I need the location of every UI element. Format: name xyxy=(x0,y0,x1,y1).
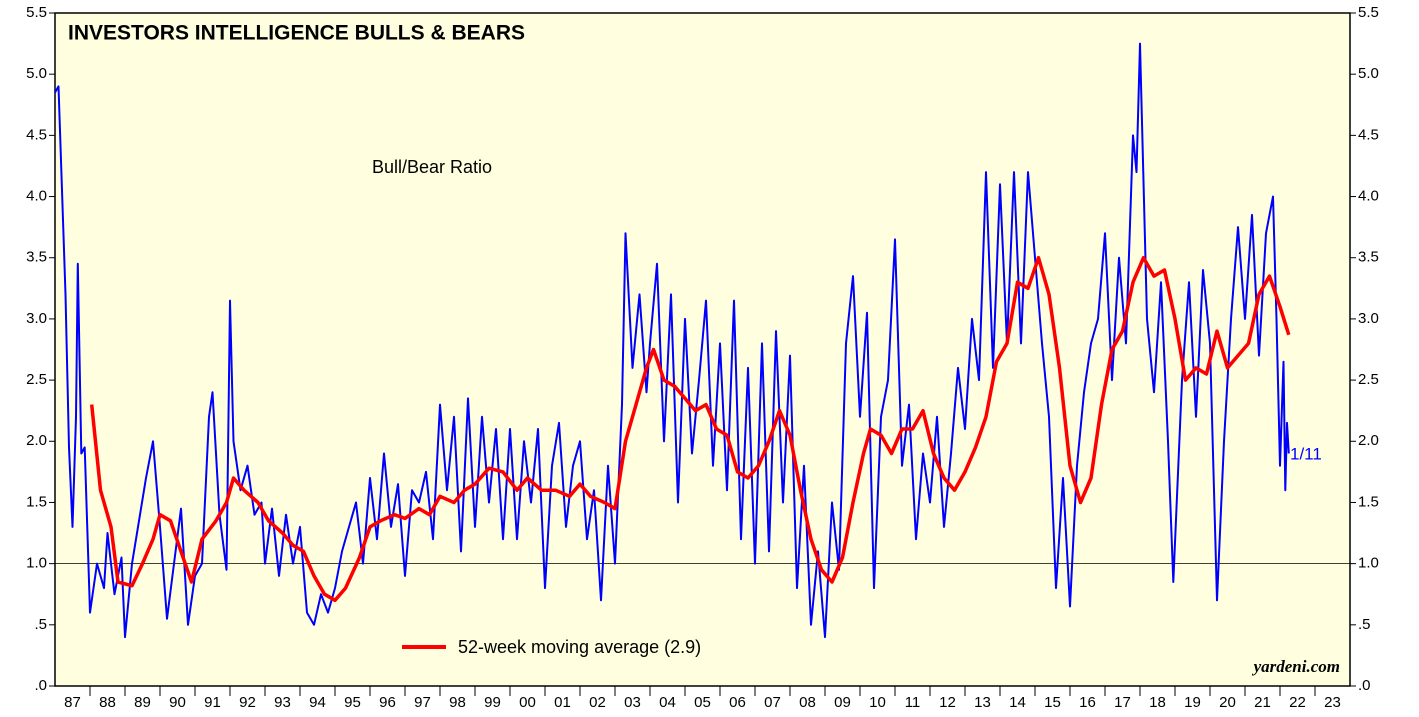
x-tick-label: 02 xyxy=(589,694,606,711)
x-tick-label: 04 xyxy=(659,694,676,711)
y-tick-label: .0 xyxy=(34,677,47,694)
x-tick-label: 92 xyxy=(239,694,256,711)
x-tick-label: 13 xyxy=(974,694,991,711)
x-tick-label: 00 xyxy=(519,694,536,711)
x-tick-label: 90 xyxy=(169,694,186,711)
y-tick-label: 1.0 xyxy=(26,555,47,572)
y2-tick-label: 5.5 xyxy=(1358,4,1379,21)
x-tick-label: 12 xyxy=(939,694,956,711)
moving-average-line xyxy=(89,255,1291,603)
x-tick-label: 89 xyxy=(134,694,151,711)
x-tick-label: 96 xyxy=(379,694,396,711)
y2-tick-label: 1.5 xyxy=(1358,493,1379,510)
x-tick-label: 01 xyxy=(554,694,571,711)
y-tick-label: 3.5 xyxy=(26,249,47,266)
x-tick-label: 05 xyxy=(694,694,711,711)
x-tick-label: 23 xyxy=(1324,694,1341,711)
y2-tick-label: 5.0 xyxy=(1358,65,1379,82)
x-tick-label: 10 xyxy=(869,694,886,711)
x-tick-label: 18 xyxy=(1149,694,1166,711)
x-tick-label: 14 xyxy=(1009,694,1026,711)
y-tick-label: 3.0 xyxy=(26,310,47,327)
x-tick-label: 06 xyxy=(729,694,746,711)
y-tick-label: 4.5 xyxy=(26,126,47,143)
y-tick-label: 2.0 xyxy=(26,432,47,449)
x-tick-label: 22 xyxy=(1289,694,1306,711)
x-tick-label: 11 xyxy=(905,694,921,711)
y2-tick-label: 1.0 xyxy=(1358,555,1379,572)
source-note: yardeni.com xyxy=(1252,657,1340,676)
x-tick-label: 09 xyxy=(834,694,851,711)
y2-tick-label: 2.5 xyxy=(1358,371,1379,388)
x-tick-label: 99 xyxy=(484,694,501,711)
x-tick-label: 98 xyxy=(449,694,466,711)
x-tick-label: 95 xyxy=(344,694,361,711)
x-tick-label: 17 xyxy=(1114,694,1131,711)
x-tick-label: 88 xyxy=(99,694,116,711)
y-tick-label: .5 xyxy=(34,616,47,633)
legend-label: 52-week moving average (2.9) xyxy=(458,637,701,657)
plot-content xyxy=(54,42,1350,639)
y-tick-label: 5.5 xyxy=(26,4,47,21)
x-tick-label: 19 xyxy=(1184,694,1201,711)
x-tick-label: 94 xyxy=(309,694,326,711)
x-tick-label: 16 xyxy=(1079,694,1096,711)
y2-tick-label: 4.0 xyxy=(1358,188,1379,205)
x-tick-label: 87 xyxy=(64,694,81,711)
x-tick-label: 21 xyxy=(1254,694,1271,711)
y2-tick-label: 2.0 xyxy=(1358,432,1379,449)
series-label: Bull/Bear Ratio xyxy=(372,157,492,177)
x-tick-label: 93 xyxy=(274,694,291,711)
y-tick-label: 2.5 xyxy=(26,371,47,388)
y2-tick-label: 4.5 xyxy=(1358,126,1379,143)
x-tick-label: 08 xyxy=(799,694,816,711)
x-tick-label: 97 xyxy=(414,694,431,711)
x-tick-label: 07 xyxy=(764,694,781,711)
chart-title: INVESTORS INTELLIGENCE BULLS & BEARS xyxy=(68,22,525,45)
x-tick-label: 03 xyxy=(624,694,641,711)
date-note: 1/11 xyxy=(1290,444,1322,463)
x-tick-label: 91 xyxy=(204,694,221,711)
y2-tick-label: 3.5 xyxy=(1358,249,1379,266)
y-tick-label: 4.0 xyxy=(26,188,47,205)
y-tick-label: 5.0 xyxy=(26,65,47,82)
x-tick-label: 20 xyxy=(1219,694,1236,711)
y2-tick-label: .0 xyxy=(1358,677,1371,694)
x-tick-label: 15 xyxy=(1044,694,1061,711)
y2-tick-label: 3.0 xyxy=(1358,310,1379,327)
y-tick-label: 1.5 xyxy=(26,493,47,510)
y2-tick-label: .5 xyxy=(1358,616,1371,633)
ratio-line xyxy=(54,42,1290,639)
